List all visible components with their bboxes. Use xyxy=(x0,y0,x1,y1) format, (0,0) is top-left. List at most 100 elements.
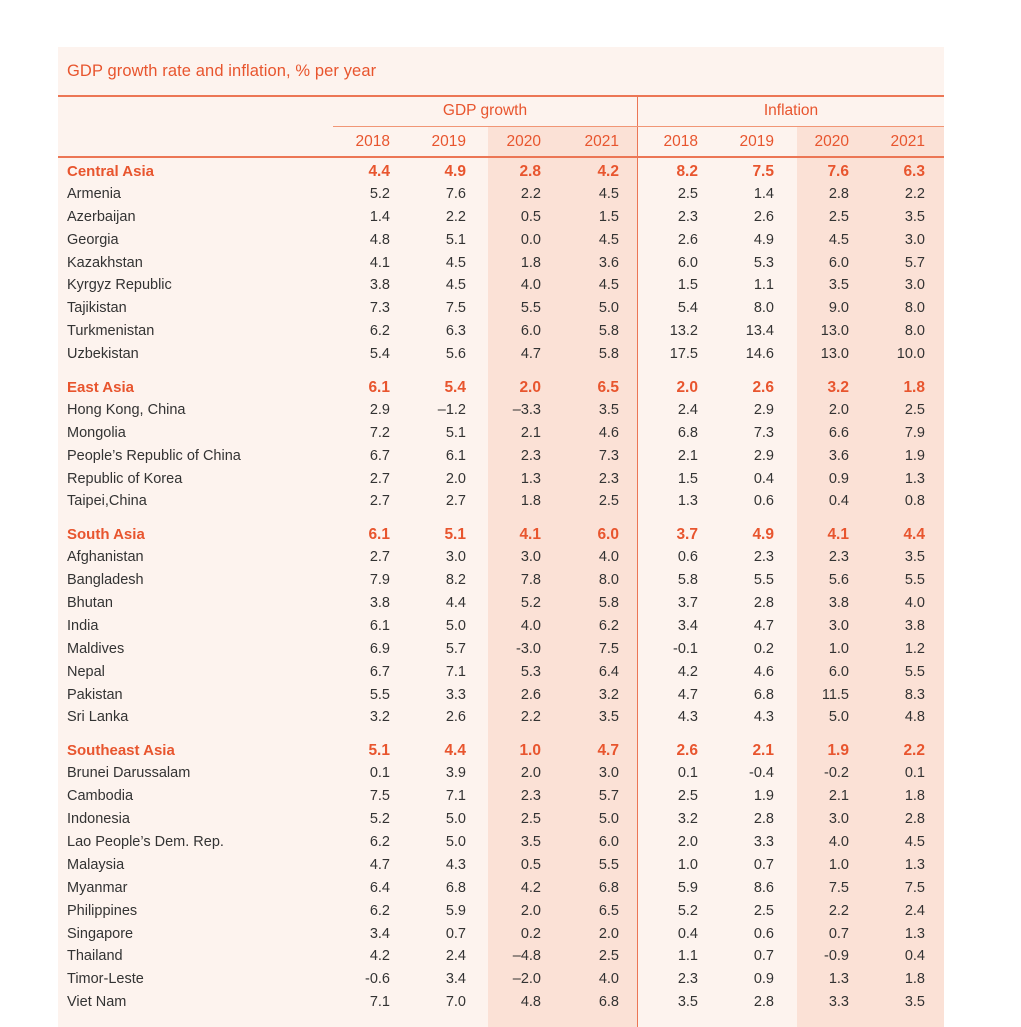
inflation-2018-cell: 5.4 xyxy=(677,300,698,317)
gdp-growth-2019-cell: 5.1 xyxy=(445,424,466,441)
inflation-2021-cell: 3.8 xyxy=(904,617,925,634)
inflation-year-header: 2018 xyxy=(663,133,698,150)
gdp-growth-2021-cell: 5.8 xyxy=(598,595,619,612)
inflation-2019-cell: 2.8 xyxy=(753,811,774,828)
country-name: Lao People’s Dem. Rep. xyxy=(67,833,224,850)
gdp-growth-2019-cell: 5.9 xyxy=(445,902,466,919)
inflation-2019-cell: 2.5 xyxy=(753,902,774,919)
gdp-year-header: 2018 xyxy=(355,133,390,150)
inflation-2019-cell: 0.7 xyxy=(753,948,774,965)
country-row: Azerbaijan 1.4 2.2 0.5 1.5 2.3 2.6 2.5 3.5 xyxy=(58,209,944,232)
gdp-growth-2018-cell: 5.4 xyxy=(369,346,390,363)
gdp-growth-2021-cell: 6.5 xyxy=(597,379,619,397)
gdp-growth-2018-cell: 6.2 xyxy=(369,833,390,850)
inflation-2021-cell: 2.2 xyxy=(904,185,925,202)
gdp-growth-2019-cell: 5.0 xyxy=(445,833,466,850)
inflation-2018-cell: 6.8 xyxy=(677,424,698,441)
inflation-2018-cell: 17.5 xyxy=(669,346,698,363)
gdp-growth-2020-cell: 2.3 xyxy=(520,788,541,805)
gdp-growth-2019-cell: 5.7 xyxy=(445,640,466,657)
gdp-growth-2018-cell: -0.6 xyxy=(365,971,390,988)
inflation-2021-cell: 3.5 xyxy=(904,208,925,225)
gdp-growth-2021-cell: 8.0 xyxy=(598,572,619,589)
gdp-growth-2019-cell: 7.5 xyxy=(445,300,466,317)
inflation-2020-cell: 4.5 xyxy=(828,231,849,248)
gdp-growth-2019-cell: 4.5 xyxy=(445,254,466,271)
inflation-2021-cell: 0.8 xyxy=(904,493,925,510)
gdp-growth-2018-cell: 7.3 xyxy=(369,300,390,317)
inflation-2018-cell: 2.4 xyxy=(677,401,698,418)
inflation-2018-cell: 2.6 xyxy=(676,742,698,760)
country-name: Malaysia xyxy=(67,856,125,873)
gdp-growth-2020-cell: 5.5 xyxy=(520,300,541,317)
gdp-growth-2019-cell: 7.0 xyxy=(445,994,466,1011)
gdp-growth-2020-cell: 2.0 xyxy=(520,902,541,919)
inflation-2021-cell: 1.2 xyxy=(904,640,925,657)
gdp-growth-2020-cell: 3.0 xyxy=(520,549,541,566)
inflation-2018-cell: 5.2 xyxy=(677,902,698,919)
gdp-growth-2020-cell: 1.0 xyxy=(519,742,541,760)
inflation-2019-cell: 4.9 xyxy=(752,526,774,544)
inflation-2020-cell: 5.0 xyxy=(828,709,849,726)
inflation-2019-cell: 4.3 xyxy=(753,709,774,726)
inflation-2019-cell: 2.9 xyxy=(753,447,774,464)
gdp-growth-2021-cell: 6.0 xyxy=(597,526,619,544)
gdp-year-header: 2021 xyxy=(584,133,619,150)
country-name: Georgia xyxy=(67,231,119,248)
inflation-2019-cell: 2.6 xyxy=(753,208,774,225)
country-name: Singapore xyxy=(67,925,134,942)
country-name: Myanmar xyxy=(67,879,128,896)
inflation-2018-cell: 2.6 xyxy=(677,231,698,248)
inflation-2020-cell: 1.0 xyxy=(828,640,849,657)
inflation-2020-cell: 0.4 xyxy=(828,493,849,510)
inflation-2019-cell: 5.3 xyxy=(753,254,774,271)
inflation-2019-cell: 2.8 xyxy=(753,994,774,1011)
group-header-inflation: Inflation xyxy=(763,102,819,119)
inflation-2018-cell: 6.0 xyxy=(677,254,698,271)
inflation-2019-cell: 3.3 xyxy=(753,833,774,850)
inflation-2020-cell: 7.6 xyxy=(827,163,849,180)
country-name: People’s Republic of China xyxy=(67,447,241,464)
inflation-2018-cell: 2.1 xyxy=(677,447,698,464)
inflation-2020-cell: 6.0 xyxy=(828,254,849,271)
inflation-2021-cell: 5.7 xyxy=(904,254,925,271)
inflation-2020-cell: 9.0 xyxy=(828,300,849,317)
gdp-growth-2019-cell: 3.0 xyxy=(445,549,466,566)
gdp-growth-2019-cell: 2.2 xyxy=(445,208,466,225)
gdp-growth-2019-cell: 4.9 xyxy=(444,163,466,180)
inflation-2020-cell: 4.0 xyxy=(828,833,849,850)
gdp-growth-2018-cell: 5.5 xyxy=(369,686,390,703)
country-name: Mongolia xyxy=(67,424,126,441)
gdp-growth-2019-cell: 7.1 xyxy=(445,663,466,680)
gdp-growth-2020-cell: 5.2 xyxy=(520,595,541,612)
country-name: Uzbekistan xyxy=(67,346,139,363)
inflation-2019-cell: 0.6 xyxy=(753,493,774,510)
gdp-growth-2020-cell: 0.5 xyxy=(520,856,541,873)
gdp-growth-2019-cell: 6.8 xyxy=(445,879,466,896)
country-name: Indonesia xyxy=(67,811,130,828)
gdp-growth-2018-cell: 4.7 xyxy=(369,856,390,873)
inflation-2018-cell: -0.1 xyxy=(673,640,698,657)
inflation-2021-cell: 1.8 xyxy=(904,971,925,988)
gdp-growth-2020-cell: 5.3 xyxy=(520,663,541,680)
country-row: Sri Lanka 3.2 2.6 2.2 3.5 4.3 4.3 5.0 4.8 xyxy=(58,709,944,732)
gdp-growth-2018-cell: 1.4 xyxy=(369,208,390,225)
gdp-growth-2018-cell: 3.2 xyxy=(369,709,390,726)
gdp-growth-2020-cell: 3.5 xyxy=(520,833,541,850)
gdp-growth-2021-cell: 4.5 xyxy=(598,231,619,248)
gdp-growth-2020-cell: 2.6 xyxy=(520,686,541,703)
gdp-growth-2019-cell: 6.1 xyxy=(445,447,466,464)
gdp-growth-2018-cell: 7.1 xyxy=(369,994,390,1011)
inflation-year-header: 2021 xyxy=(890,133,925,150)
inflation-2020-cell: 1.0 xyxy=(828,856,849,873)
inflation-2019-cell: 2.1 xyxy=(752,742,774,760)
gdp-growth-2020-cell: 2.0 xyxy=(519,379,541,397)
country-name: Timor-Leste xyxy=(67,971,144,988)
gdp-growth-2019-cell: 2.7 xyxy=(445,493,466,510)
gdp-growth-2019-cell: 4.5 xyxy=(445,277,466,294)
inflation-2018-cell: 4.7 xyxy=(677,686,698,703)
gdp-growth-2020-cell: –2.0 xyxy=(512,971,541,988)
inflation-year-header: 2020 xyxy=(814,133,849,150)
inflation-2018-cell: 0.1 xyxy=(677,765,698,782)
inflation-2021-cell: 1.3 xyxy=(904,470,925,487)
